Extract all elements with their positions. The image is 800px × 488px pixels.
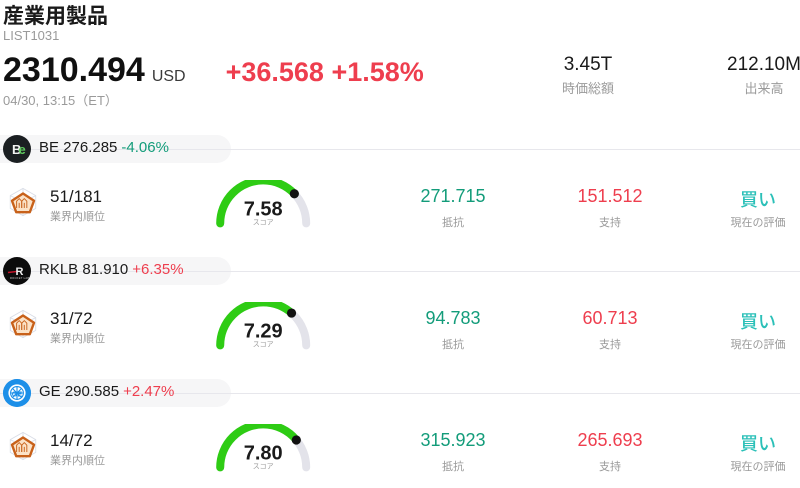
svg-text:7.80: 7.80	[244, 443, 283, 465]
svg-text:7.58: 7.58	[244, 199, 283, 221]
svg-text:7.29: 7.29	[244, 321, 283, 343]
svg-text:スコア: スコア	[253, 219, 274, 227]
svg-text:スコア: スコア	[253, 341, 274, 349]
svg-text:GE: GE	[12, 390, 23, 399]
svg-text:ROCKET LAB: ROCKET LAB	[10, 276, 29, 280]
svg-text:e: e	[19, 142, 26, 157]
svg-text:スコア: スコア	[253, 463, 274, 471]
